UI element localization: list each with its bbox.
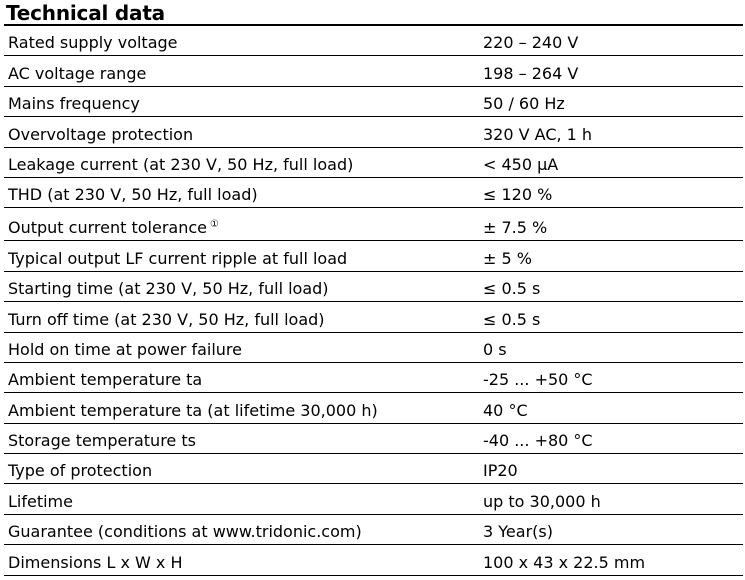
table-row: Starting time (at 230 V, 50 Hz, full loa… — [4, 272, 743, 303]
table-row: AC voltage range 198 – 264 V — [4, 56, 743, 87]
row-label: Output current tolerance ① — [8, 215, 219, 238]
row-label: Ambient temperature ta — [8, 370, 203, 390]
table-row: Dimensions L x W x H 100 x 43 x 22.5 mm — [4, 545, 743, 576]
row-value: IP20 — [483, 461, 518, 481]
row-value: ≤ 120 % — [483, 185, 553, 205]
title-divider — [4, 24, 743, 26]
row-label: Dimensions L x W x H — [8, 552, 183, 572]
table-row: Hold on time at power failure 0 s — [4, 333, 743, 363]
row-value: 50 / 60 Hz — [483, 94, 565, 114]
row-label-text: Output current tolerance — [8, 218, 207, 238]
row-value: < 450 µA — [483, 154, 559, 174]
row-label: Lifetime — [8, 491, 73, 511]
table-row: Ambient temperature ta -25 ... +50 °C — [4, 363, 743, 394]
table-row: Mains frequency 50 / 60 Hz — [4, 87, 743, 118]
row-value: ± 7.5 % — [483, 218, 548, 238]
row-value: up to 30,000 h — [483, 491, 601, 511]
row-value: 40 °C — [483, 400, 528, 420]
table-row: Storage temperature ts -40 ... +80 °C — [4, 424, 743, 455]
table-row: THD (at 230 V, 50 Hz, full load) ≤ 120 % — [4, 178, 743, 209]
row-value: 320 V AC, 1 h — [483, 124, 593, 144]
row-value: 198 – 264 V — [483, 63, 579, 83]
table-row: Leakage current (at 230 V, 50 Hz, full l… — [4, 148, 743, 178]
row-value: 3 Year(s) — [483, 522, 553, 542]
row-label: THD (at 230 V, 50 Hz, full load) — [8, 185, 258, 205]
row-label: Typical output LF current ripple at full… — [8, 248, 348, 268]
row-value: ± 5 % — [483, 248, 532, 268]
row-label: Guarantee (conditions at www.tridonic.co… — [8, 522, 362, 542]
row-value: 0 s — [483, 339, 507, 359]
row-label: Storage temperature ts — [8, 431, 196, 451]
footnote-marker: ① — [209, 219, 219, 231]
row-label: AC voltage range — [8, 63, 147, 83]
row-label: Hold on time at power failure — [8, 339, 242, 359]
row-value: -40 ... +80 °C — [483, 431, 593, 451]
table-row: Guarantee (conditions at www.tridonic.co… — [4, 515, 743, 546]
table-row: Ambient temperature ta (at lifetime 30,0… — [4, 393, 743, 424]
table-row: Turn off time (at 230 V, 50 Hz, full loa… — [4, 302, 743, 333]
row-label: Overvoltage protection — [8, 124, 194, 144]
row-value: ≤ 0.5 s — [483, 279, 541, 299]
row-label: Mains frequency — [8, 94, 140, 114]
technical-data-table: Rated supply voltage 220 – 240 V AC volt… — [4, 26, 743, 576]
table-row: Overvoltage protection 320 V AC, 1 h — [4, 117, 743, 148]
row-label: Rated supply voltage — [8, 33, 178, 53]
table-row: Output current tolerance ① ± 7.5 % — [4, 208, 743, 242]
row-label: Type of protection — [8, 461, 153, 481]
table-row: Typical output LF current ripple at full… — [4, 241, 743, 272]
section-title: Technical data — [6, 1, 165, 25]
table-row: Lifetime up to 30,000 h — [4, 484, 743, 515]
row-label: Leakage current (at 230 V, 50 Hz, full l… — [8, 154, 354, 174]
row-value: 100 x 43 x 22.5 mm — [483, 552, 646, 572]
row-label: Ambient temperature ta (at lifetime 30,0… — [8, 400, 378, 420]
row-value: 220 – 240 V — [483, 33, 579, 53]
table-row: Type of protection IP20 — [4, 454, 743, 485]
table-row: Rated supply voltage 220 – 240 V — [4, 26, 743, 57]
row-value: -25 ... +50 °C — [483, 370, 593, 390]
row-label: Starting time (at 230 V, 50 Hz, full loa… — [8, 279, 329, 299]
row-label: Turn off time (at 230 V, 50 Hz, full loa… — [8, 309, 325, 329]
row-value: ≤ 0.5 s — [483, 309, 541, 329]
